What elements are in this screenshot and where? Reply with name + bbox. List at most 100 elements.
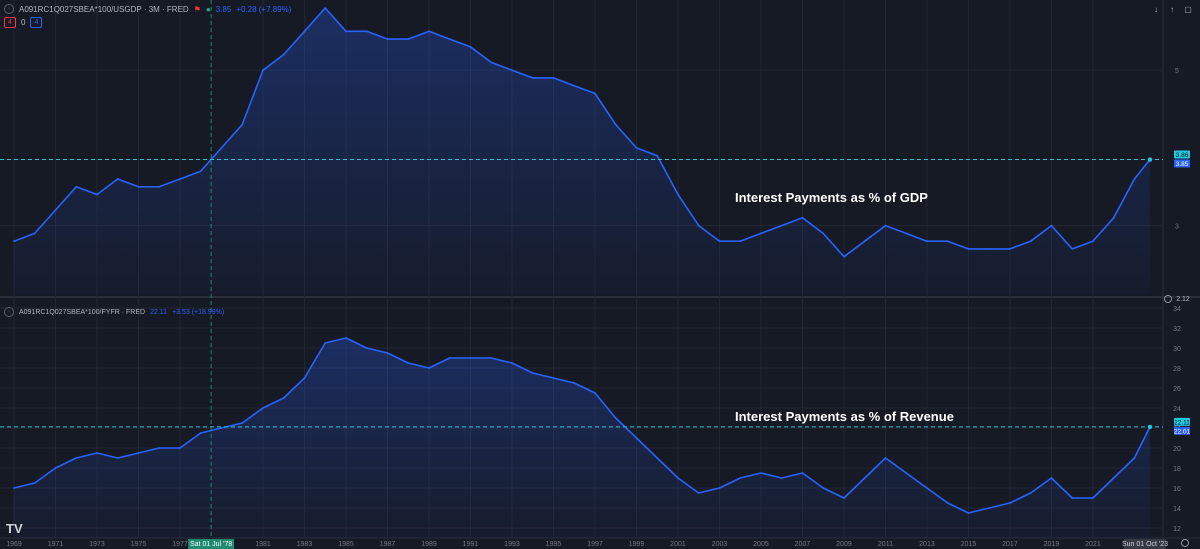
symbol-icon: ◦	[4, 4, 14, 14]
pane2-data-point	[967, 512, 970, 514]
pane1-data-point	[531, 77, 534, 79]
pane1-annotation: Interest Payments as % of GDP	[735, 190, 928, 205]
time-tick-label: 1989	[421, 541, 437, 548]
pane2-data-point	[531, 372, 534, 374]
pane1-last-label-bottom-bg	[1174, 159, 1190, 168]
pane2-data-point	[137, 452, 140, 454]
pane1-data-point	[428, 30, 430, 33]
pane1-bottom-label: 2.12	[1176, 296, 1190, 303]
price-tick-label: 26	[1173, 386, 1181, 393]
pane2-series-line	[13, 337, 1151, 514]
pane2-data-point	[697, 492, 700, 494]
arrow-down-icon[interactable]: ↓	[1154, 5, 1158, 14]
pane2-data-point	[428, 367, 430, 369]
pane1-data-point	[760, 232, 762, 235]
pane1-badges: 4 0 4	[4, 17, 43, 28]
time-tick-label: 1995	[546, 541, 562, 548]
pane1-data-point	[656, 154, 659, 157]
pane1-data-point	[697, 224, 700, 227]
pane2-data-point	[13, 487, 15, 489]
pane1-data-point	[1050, 224, 1053, 227]
time-tick-label: 1999	[629, 541, 645, 548]
pane1-data-point	[469, 45, 472, 48]
pane2-data-point	[262, 407, 264, 409]
price-tick-label: 5	[1175, 68, 1179, 75]
badge-right[interactable]: 4	[30, 17, 43, 28]
pane2-last-point	[1147, 424, 1153, 430]
pane1-legend: ◦ A091RC1Q027SBEA*100/USGDP · 3M · FRED …	[4, 4, 291, 14]
time-tick-label: 1981	[255, 541, 271, 548]
pane2-data-point	[801, 472, 804, 474]
price-tick-label: 14	[1173, 506, 1181, 513]
time-tick-label: 1985	[338, 541, 354, 548]
pane2-data-point	[179, 447, 181, 449]
time-tick-label: 1977	[172, 541, 188, 548]
time-tick-label: 2019	[1044, 541, 1060, 548]
pane1-symbol[interactable]: A091RC1Q027SBEA*100/USGDP · 3M · FRED	[19, 4, 189, 14]
badge-left[interactable]: 4	[4, 17, 16, 28]
pane1-data-point	[573, 84, 576, 87]
price-tick-label: 16	[1173, 486, 1181, 493]
price-tick-label: 34	[1173, 306, 1181, 313]
maximize-icon[interactable]: ▢	[1184, 5, 1192, 14]
pane1-data-point	[511, 69, 513, 72]
pane1-data-point	[1112, 216, 1115, 219]
time-tick-label: 1997	[587, 541, 603, 548]
pane2-data-point	[656, 457, 659, 459]
flag-icon[interactable]: ⚑	[193, 4, 201, 14]
pane2-data-point	[324, 342, 327, 344]
pane2-last-label-top-bg	[1174, 417, 1190, 426]
pane1-change: +0.28 (+7.89%)	[236, 4, 292, 14]
pane2-data-point	[1050, 477, 1053, 479]
pane2-data-point	[282, 397, 285, 399]
pane2-data-point	[594, 392, 596, 394]
pane2-data-point	[490, 357, 493, 359]
time-tick-label: 1993	[504, 541, 520, 548]
pane1-data-point	[967, 248, 970, 250]
pane1-data-point	[262, 69, 264, 72]
pane1-data-point	[407, 38, 410, 40]
pane1-data-point	[905, 232, 908, 235]
pane2-data-point	[241, 422, 244, 424]
last-time-bg	[1124, 539, 1166, 549]
price-tick-label: 18	[1173, 466, 1181, 473]
time-tick-label: 1971	[48, 541, 64, 548]
pane2-annotation: Interest Payments as % of Revenue	[735, 409, 954, 424]
pane1-data-point	[199, 170, 202, 173]
time-tick-label: 1973	[89, 541, 105, 548]
pane2-last-label-top: 22.11	[1174, 419, 1190, 426]
pane1-data-point	[1029, 240, 1032, 243]
time-tick-label: 2001	[670, 541, 686, 548]
last-time-label: Sun 01 Oct '23	[1122, 541, 1168, 548]
time-tick-label: 2007	[795, 541, 811, 548]
pane1-data-point	[179, 178, 181, 180]
pane2-series-area	[14, 338, 1150, 538]
pane1-data-point	[926, 240, 928, 243]
pane2-data-point	[1112, 477, 1115, 479]
pane2-data-point	[386, 352, 389, 354]
pane2-data-point	[780, 477, 783, 479]
pane1-data-point	[448, 38, 451, 40]
price-tick-label: 3	[1175, 224, 1179, 231]
arrow-up-icon[interactable]: ↑	[1170, 5, 1174, 14]
pane1-data-point	[863, 240, 866, 243]
pane2-data-point	[573, 382, 576, 384]
pane2-data-point	[718, 487, 721, 489]
pane1-data-point	[801, 216, 804, 219]
price-tick-label: 28	[1173, 366, 1181, 373]
pane2-last-label-bottom-bg	[1174, 426, 1190, 435]
pane2-symbol[interactable]: A091RC1Q027SBEA*100/FYFR · FRED	[19, 308, 146, 316]
time-tick-label: 2021	[1085, 541, 1101, 548]
pane2-data-point	[158, 447, 161, 449]
pane2-data-point	[1071, 497, 1074, 499]
pane2-data-point	[1029, 492, 1032, 494]
pane2-data-point	[33, 482, 36, 484]
pane1-value: 3.85	[215, 4, 232, 14]
pane1-data-point	[843, 255, 845, 258]
pane2-data-point	[1009, 502, 1011, 504]
pane1-data-point	[635, 146, 638, 149]
time-tick-label: 2011	[878, 541, 893, 548]
crosshair-time-label: Sat 01 Jul '78	[190, 541, 232, 548]
